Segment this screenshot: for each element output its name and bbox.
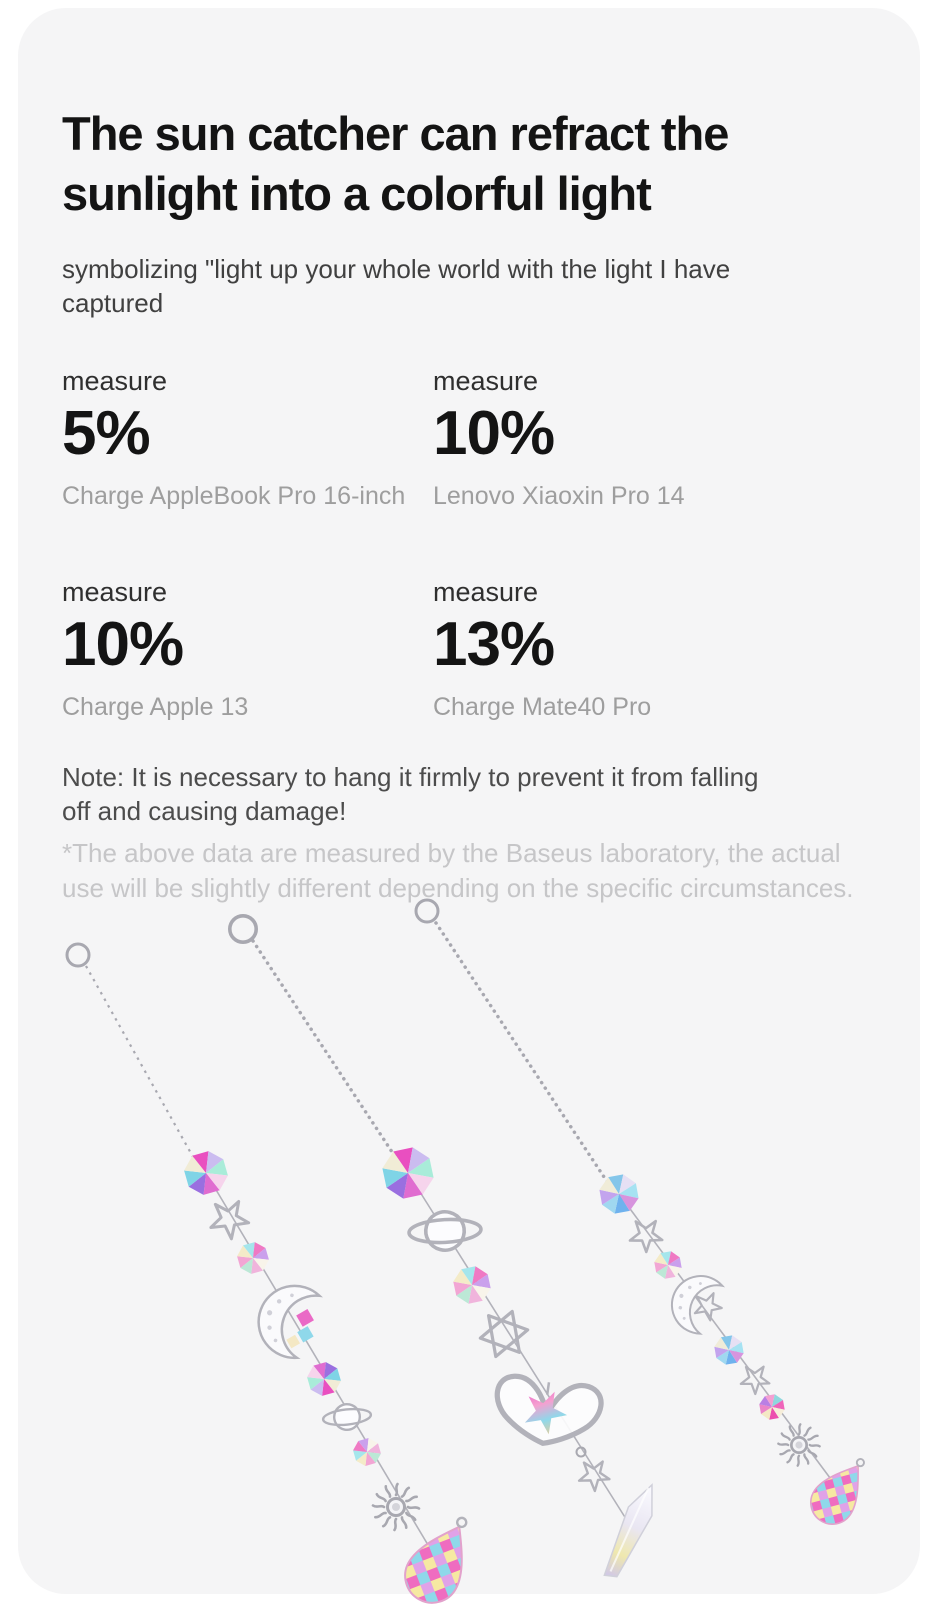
measure-value: 10% [62,610,184,679]
measure-label: measure [433,577,539,607]
measure-device: Lenovo Xiaoxin Pro 14 [433,482,685,510]
subtitle: symbolizing "light up your whole world w… [62,252,782,320]
disclaimer-line-1: *The above data are measured by the Base… [62,838,841,868]
measure-cell-2: measure 10% Lenovo Xiaoxin Pro 14 [433,366,803,510]
measure-value: 10% [433,399,555,468]
note-text: Note: It is necessary to hang it firmly … [62,760,822,828]
measure-value: 5% [62,399,151,468]
measure-cell-4: measure 13% Charge Mate40 Pro [433,577,803,721]
title-line-1: The sun catcher can refract the [62,107,729,160]
disclaimer-text: *The above data are measured by the Base… [62,836,882,906]
note-line-2: off and causing damage! [62,796,347,826]
measure-label: measure [433,366,539,396]
measure-label: measure [62,577,168,607]
measure-label: measure [62,366,168,396]
measure-cell-1: measure 5% Charge AppleBook Pro 16-inch [62,366,432,510]
measure-device: Charge Mate40 Pro [433,693,652,721]
subtitle-line-1: symbolizing "light up your whole world w… [62,254,731,284]
note-line-1: Note: It is necessary to hang it firmly … [62,762,759,792]
disclaimer-line-2: use will be slightly different depending… [62,873,854,903]
measure-cell-3: measure 10% Charge Apple 13 [62,577,432,721]
title-line-2: sunlight into a colorful light [62,167,652,220]
subtitle-line-2: captured [62,288,164,318]
measure-device: Charge Apple 13 [62,693,249,721]
measure-device: Charge AppleBook Pro 16-inch [62,482,406,510]
page-title: The sun catcher can refract the sunlight… [62,104,882,224]
measure-value: 13% [433,610,555,679]
